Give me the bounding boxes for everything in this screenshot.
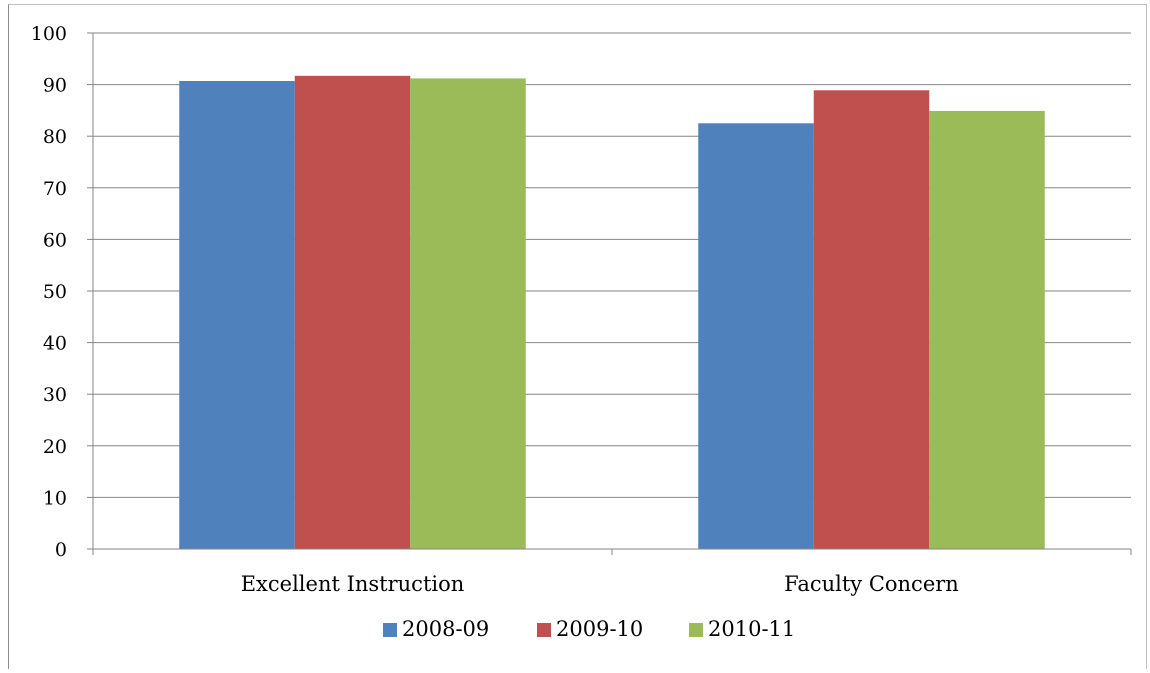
bar-2010-11-0 (410, 78, 526, 550)
x-tick-labels: Excellent Instruction Faculty Concern (241, 572, 959, 596)
y-tick-label: 100 (31, 23, 67, 45)
y-tick-label: 10 (43, 487, 67, 509)
bar-2008-09-1 (698, 123, 814, 550)
legend: 2008-09 2009-10 2010-11 (383, 617, 795, 641)
legend-label: 2008-09 (402, 617, 489, 641)
y-tick-label: 90 (43, 75, 67, 97)
chart-frame (8, 4, 1147, 669)
legend-swatch (689, 623, 703, 637)
y-tick-label: 0 (55, 539, 67, 561)
y-tick-label: 50 (43, 281, 67, 303)
legend-swatch (537, 623, 551, 637)
bar-2008-09-0 (179, 80, 295, 549)
y-tick-label: 20 (43, 436, 67, 458)
y-tick-label: 80 (43, 126, 67, 148)
y-tick-labels: 0 10 20 30 40 50 60 70 80 90 100 (31, 23, 67, 561)
bar-2010-11-1 (929, 110, 1045, 549)
x-tick-label: Faculty Concern (784, 572, 959, 596)
bar-2009-10-1 (813, 90, 930, 549)
y-tick-label: 40 (43, 333, 67, 355)
y-tick-label: 60 (43, 229, 67, 251)
y-tick-label: 70 (43, 178, 67, 200)
bar-2009-10-0 (294, 75, 411, 549)
bars (179, 75, 1045, 550)
legend-label: 2010-11 (708, 617, 795, 641)
legend-swatch (383, 623, 397, 637)
y-tick-label: 30 (43, 384, 67, 406)
axes (87, 32, 1132, 555)
x-tick-label: Excellent Instruction (241, 572, 465, 596)
legend-label: 2009-10 (556, 617, 643, 641)
